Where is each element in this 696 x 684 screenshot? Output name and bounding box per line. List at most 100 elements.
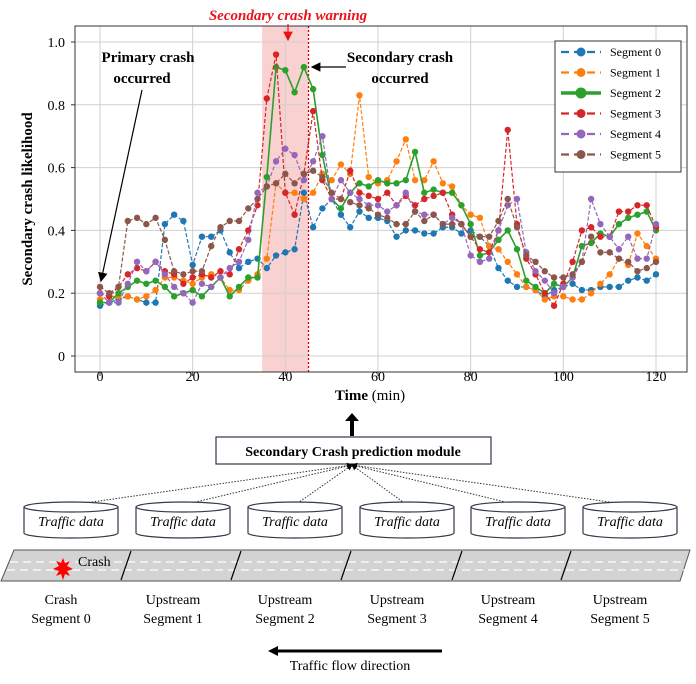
crash-label: Crash [78,555,111,570]
x-axis-label-bold: Time [335,388,368,404]
segment-label-line1: Upstream [258,593,313,608]
traffic-data-stores: Traffic data Traffic data Traffic data Traf… [23,501,678,539]
data-point [106,290,113,297]
data-point [217,274,224,281]
data-point [189,286,196,294]
data-connector [70,462,353,506]
system-diagram: Secondary Crash prediction module Traffi… [0,413,691,674]
data-point [291,151,298,159]
x-tick-label: 20 [186,370,200,385]
data-point [467,211,474,218]
data-point [356,92,363,99]
database-icon-top [582,501,678,513]
prediction-module-label: Secondary Crash prediction module [245,445,461,460]
data-point [634,268,641,275]
data-point [272,252,280,259]
data-point [365,205,372,212]
data-point [513,283,521,291]
data-point [356,208,363,215]
data-point [291,189,298,196]
data-point [606,271,613,278]
data-point [439,180,447,187]
data-point [291,211,298,218]
data-point [587,195,595,203]
data-point [578,296,586,303]
data-point [309,85,317,93]
data-point [374,195,382,203]
data-point [402,176,409,184]
traffic-data-label: Traffic data [262,515,328,530]
data-point [430,211,437,218]
data-point [430,230,437,237]
data-point [384,208,391,215]
data-point [625,233,632,240]
data-point [106,299,113,306]
data-point [365,173,372,181]
data-point [235,283,243,291]
data-point [161,236,169,244]
traffic-data-store: Traffic data [247,501,343,539]
data-point [643,208,650,215]
y-tick-label: 1.0 [48,36,66,51]
data-point [161,271,169,278]
legend: Segment 0 Segment 1 Segment 2 Segment 3 Segm… [554,40,682,173]
data-point [235,246,243,253]
data-point [143,220,150,228]
data-point [319,133,326,140]
data-point [226,249,233,256]
data-point [263,95,270,102]
data-point [597,280,604,287]
data-point [96,283,104,291]
data-point [161,220,169,228]
data-point [245,205,252,212]
data-point [550,274,558,281]
data-point [217,268,224,275]
legend-swatch-marker [576,47,586,57]
data-point [513,224,521,231]
legend-label: Segment 5 [610,148,661,162]
data-point [180,271,187,278]
data-point [467,220,474,228]
data-point [625,277,632,284]
data-point [569,271,576,278]
data-connectors [70,462,631,506]
data-point [282,145,289,152]
data-point [384,189,391,196]
traffic-data-store: Traffic data [470,501,566,539]
data-point [263,183,270,190]
legend-label: Segment 0 [610,45,661,59]
data-point [282,170,289,178]
data-connector [294,464,353,506]
legend-swatch-marker [576,109,586,118]
data-point [643,202,650,209]
data-point [170,293,178,300]
data-point [365,183,372,190]
data-point [513,246,521,253]
y-axis-label: Secondary crash likelihood [20,112,36,286]
segment-label-line1: Upstream [146,593,201,608]
data-point [421,211,428,218]
data-point [170,283,178,291]
segment-label-line2: Segment 0 [31,612,91,627]
traffic-data-label: Traffic data [38,515,104,530]
data-point [189,274,196,281]
data-point [272,158,280,165]
data-point [96,290,104,297]
database-icon-top [359,501,455,513]
segment-label-line1: Upstream [593,593,648,608]
data-point [532,258,539,265]
data-point [652,271,660,278]
data-point [467,233,474,240]
data-point [328,189,335,196]
legend-label: Segment 4 [610,127,661,141]
data-point [208,233,215,240]
data-point [245,274,252,281]
data-point [291,89,298,96]
data-point [282,189,289,196]
x-tick-label: 60 [371,370,385,385]
data-point [309,189,317,196]
data-point [560,274,567,281]
database-icon [247,507,343,539]
database-icon [135,507,231,539]
x-tick-label: 40 [278,370,292,385]
